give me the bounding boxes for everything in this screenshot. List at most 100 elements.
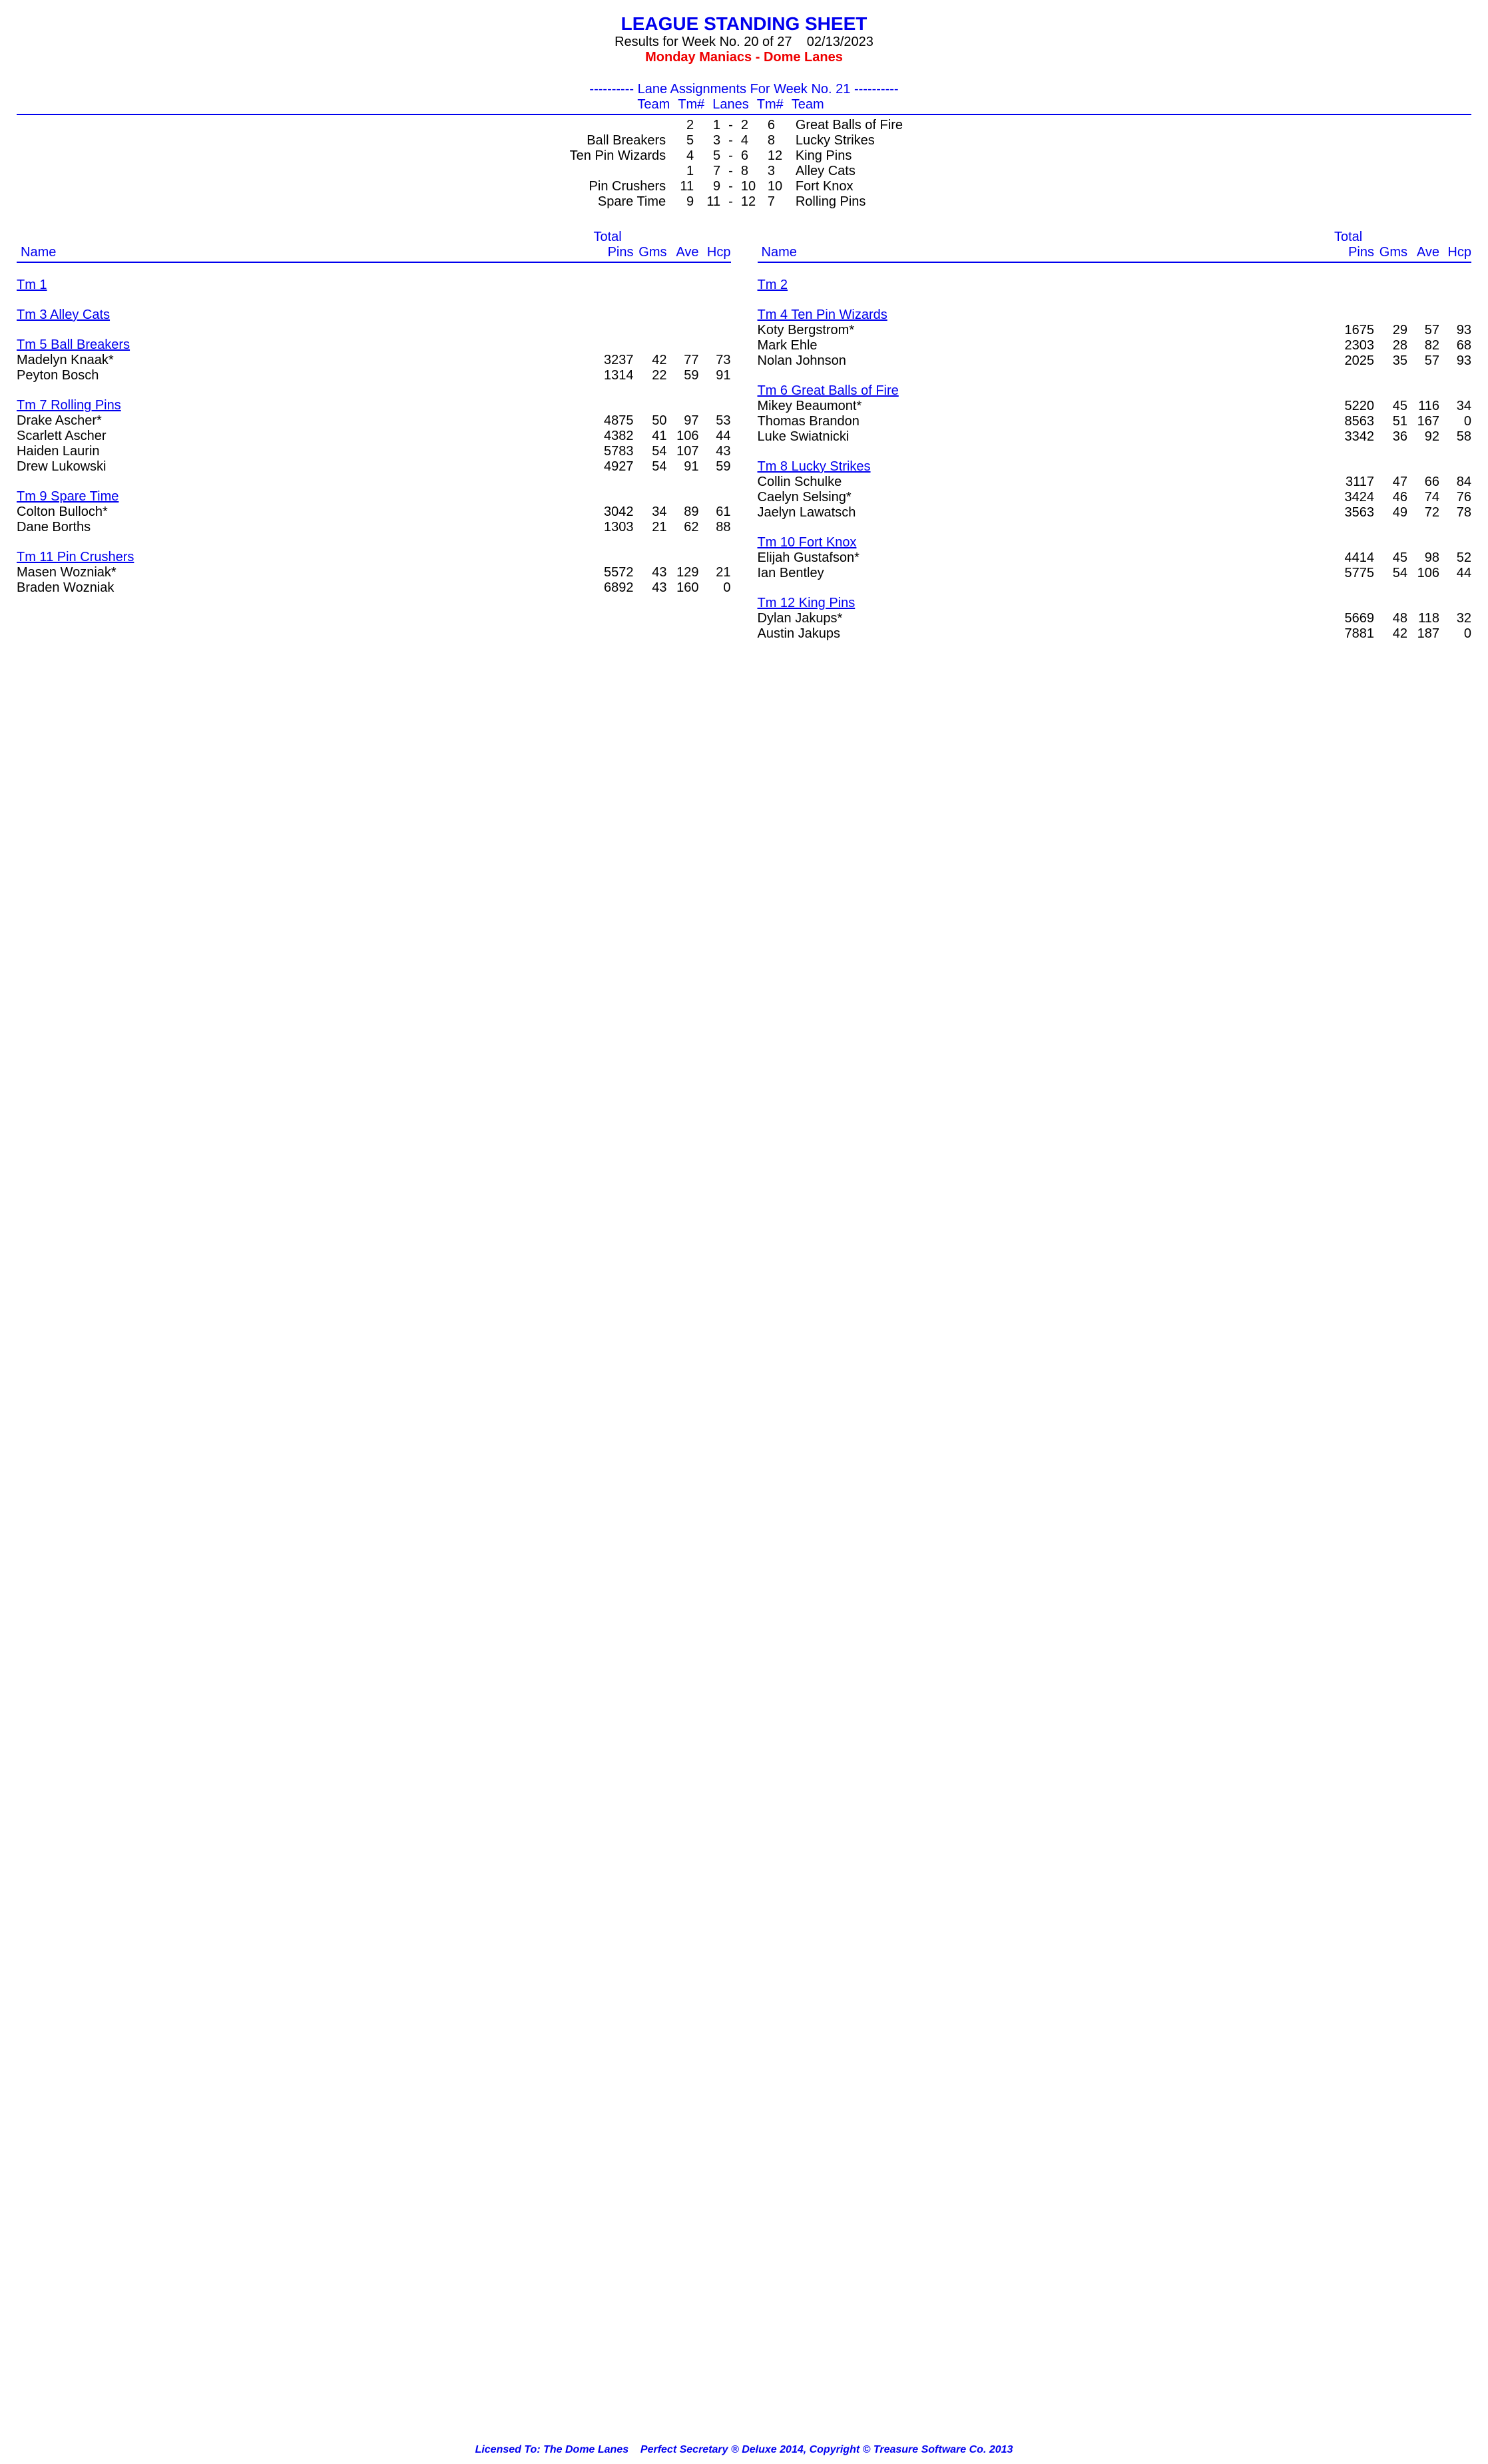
player-hcp: 44 [699,429,731,444]
player-hcp: 53 [699,413,731,429]
team-block: Tm 4 Ten Pin WizardsKoty Bergstrom*16752… [758,308,1472,369]
lane-dash: - [724,148,737,164]
player-gms: 54 [634,459,667,475]
player-ave: 160 [667,580,699,596]
player-ave: 118 [1407,611,1439,626]
player-name: Dylan Jakups* [758,611,1335,626]
player-ave: 66 [1407,475,1439,490]
player-name: Colton Bulloch* [17,505,594,520]
lane-tm-right: 10 [764,179,792,194]
lane-a: 9 [698,179,724,194]
player-gms: 34 [634,505,667,520]
player-name: Madelyn Knaak* [17,353,594,368]
lane-a: 1 [698,118,724,133]
player-ave: 167 [1407,414,1439,429]
player-row: Braden Wozniak6892431600 [17,580,731,596]
lane-team-right: Alley Cats [792,164,933,179]
player-gms: 54 [1374,566,1407,581]
player-hcp: 93 [1439,323,1471,338]
player-gms: 41 [634,429,667,444]
player-name: Caelyn Selsing* [758,490,1335,505]
player-hcp: 0 [1439,626,1471,642]
player-hcp: 44 [1439,566,1471,581]
player-pins: 5669 [1334,611,1374,626]
player-pins: 5783 [594,444,634,459]
player-ave: 92 [1407,429,1439,445]
team-label: Tm 7 Rolling Pins [17,398,121,413]
player-name: Masen Wozniak* [17,565,594,580]
lane-b: 8 [737,164,764,179]
player-gms: 48 [1374,611,1407,626]
player-gms: 21 [634,520,667,535]
team-block: Tm 12 King PinsDylan Jakups*56694811832A… [758,596,1472,642]
player-row: Scarlett Ascher43824110644 [17,429,731,444]
player-pins: 2303 [1334,338,1374,353]
player-row: Colton Bulloch*3042348961 [17,505,731,520]
player-name: Ian Bentley [758,566,1335,581]
player-row: Caelyn Selsing*3424467476 [758,490,1472,505]
player-hcp: 61 [699,505,731,520]
team-block: Tm 11 Pin CrushersMasen Wozniak*55724312… [17,550,731,596]
lane-dash: - [724,133,737,148]
lane-dash: - [724,179,737,194]
player-pins: 4414 [1334,550,1374,566]
player-ave: 98 [1407,550,1439,566]
lane-row: 17-83Alley Cats [555,164,933,179]
player-row: Dane Borths1303216288 [17,520,731,535]
player-row: Madelyn Knaak*3237427773 [17,353,731,368]
player-hcp: 93 [1439,353,1471,369]
lane-tm-left: 9 [670,194,698,210]
team-label: Tm 5 Ball Breakers [17,337,130,353]
lane-b: 4 [737,133,764,148]
player-name: Braden Wozniak [17,580,594,596]
player-gms: 47 [1374,475,1407,490]
player-ave: 106 [1407,566,1439,581]
lane-a: 11 [698,194,724,210]
player-pins: 8563 [1334,414,1374,429]
player-ave: 77 [667,353,699,368]
player-gms: 42 [634,353,667,368]
league-name: Monday Maniacs - Dome Lanes [17,50,1471,65]
player-pins: 3237 [594,353,634,368]
player-row: Nolan Johnson2025355793 [758,353,1472,369]
player-row: Peyton Bosch1314225991 [17,368,731,383]
player-gms: 35 [1374,353,1407,369]
team-block: Tm 5 Ball BreakersMadelyn Knaak*32374277… [17,337,731,383]
divider [758,262,1472,263]
team-block: Tm 3 Alley Cats [17,308,731,323]
lane-assignments-header: Team Tm# Lanes Tm# Team [559,97,929,112]
player-hcp: 59 [699,459,731,475]
player-pins: 3342 [1334,429,1374,445]
team-block: Tm 7 Rolling PinsDrake Ascher*4875509753… [17,398,731,475]
player-ave: 97 [667,413,699,429]
lane-team-left: Ball Breakers [555,133,670,148]
player-gms: 29 [1374,323,1407,338]
player-pins: 1675 [1334,323,1374,338]
player-pins: 5220 [1334,399,1374,414]
lane-team-right: Lucky Strikes [792,133,933,148]
player-pins: 1314 [594,368,634,383]
team-label: Tm 4 Ten Pin Wizards [758,308,887,323]
player-row: Ian Bentley57755410644 [758,566,1472,581]
player-row: Masen Wozniak*55724312921 [17,565,731,580]
lane-team-left: Spare Time [555,194,670,210]
player-gms: 54 [634,444,667,459]
player-pins: 1303 [594,520,634,535]
lane-tm-left: 5 [670,133,698,148]
player-name: Luke Swiatnicki [758,429,1335,445]
player-hcp: 88 [699,520,731,535]
report-header: LEAGUE STANDING SHEET Results for Week N… [17,13,1471,65]
team-label: Tm 6 Great Balls of Fire [758,383,899,399]
lane-team-right: King Pins [792,148,933,164]
player-ave: 72 [1407,505,1439,520]
lane-a: 5 [698,148,724,164]
lane-dash: - [724,164,737,179]
player-name: Mikey Beaumont* [758,399,1335,414]
player-row: Mikey Beaumont*52204511634 [758,399,1472,414]
player-ave: 107 [667,444,699,459]
player-hcp: 0 [1439,414,1471,429]
player-name: Thomas Brandon [758,414,1335,429]
player-hcp: 76 [1439,490,1471,505]
player-pins: 4382 [594,429,634,444]
lane-tm-left: 2 [670,118,698,133]
